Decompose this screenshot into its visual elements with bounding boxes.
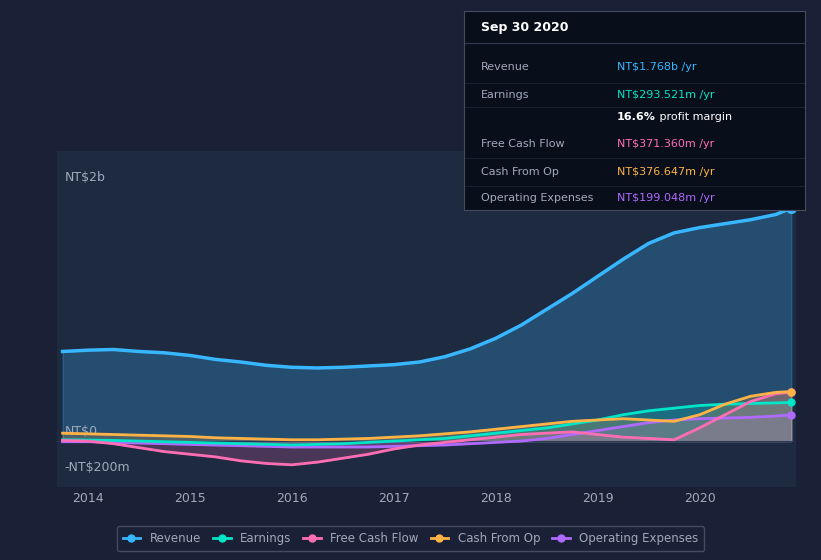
Text: NT$1.768b /yr: NT$1.768b /yr xyxy=(617,62,697,72)
Text: -NT$200m: -NT$200m xyxy=(65,461,131,474)
Text: Free Cash Flow: Free Cash Flow xyxy=(481,139,565,150)
Text: Cash From Op: Cash From Op xyxy=(481,167,559,177)
Text: 16.6%: 16.6% xyxy=(617,111,656,122)
Text: Sep 30 2020: Sep 30 2020 xyxy=(481,21,568,34)
Text: NT$0: NT$0 xyxy=(65,424,98,437)
Text: NT$2b: NT$2b xyxy=(65,171,106,184)
Text: profit margin: profit margin xyxy=(656,111,732,122)
Text: Earnings: Earnings xyxy=(481,90,530,100)
Text: NT$199.048m /yr: NT$199.048m /yr xyxy=(617,193,715,203)
Text: NT$376.647m /yr: NT$376.647m /yr xyxy=(617,167,715,177)
Legend: Revenue, Earnings, Free Cash Flow, Cash From Op, Operating Expenses: Revenue, Earnings, Free Cash Flow, Cash … xyxy=(117,526,704,551)
Text: Revenue: Revenue xyxy=(481,62,530,72)
Text: Operating Expenses: Operating Expenses xyxy=(481,193,594,203)
Text: NT$293.521m /yr: NT$293.521m /yr xyxy=(617,90,715,100)
Text: NT$371.360m /yr: NT$371.360m /yr xyxy=(617,139,714,150)
